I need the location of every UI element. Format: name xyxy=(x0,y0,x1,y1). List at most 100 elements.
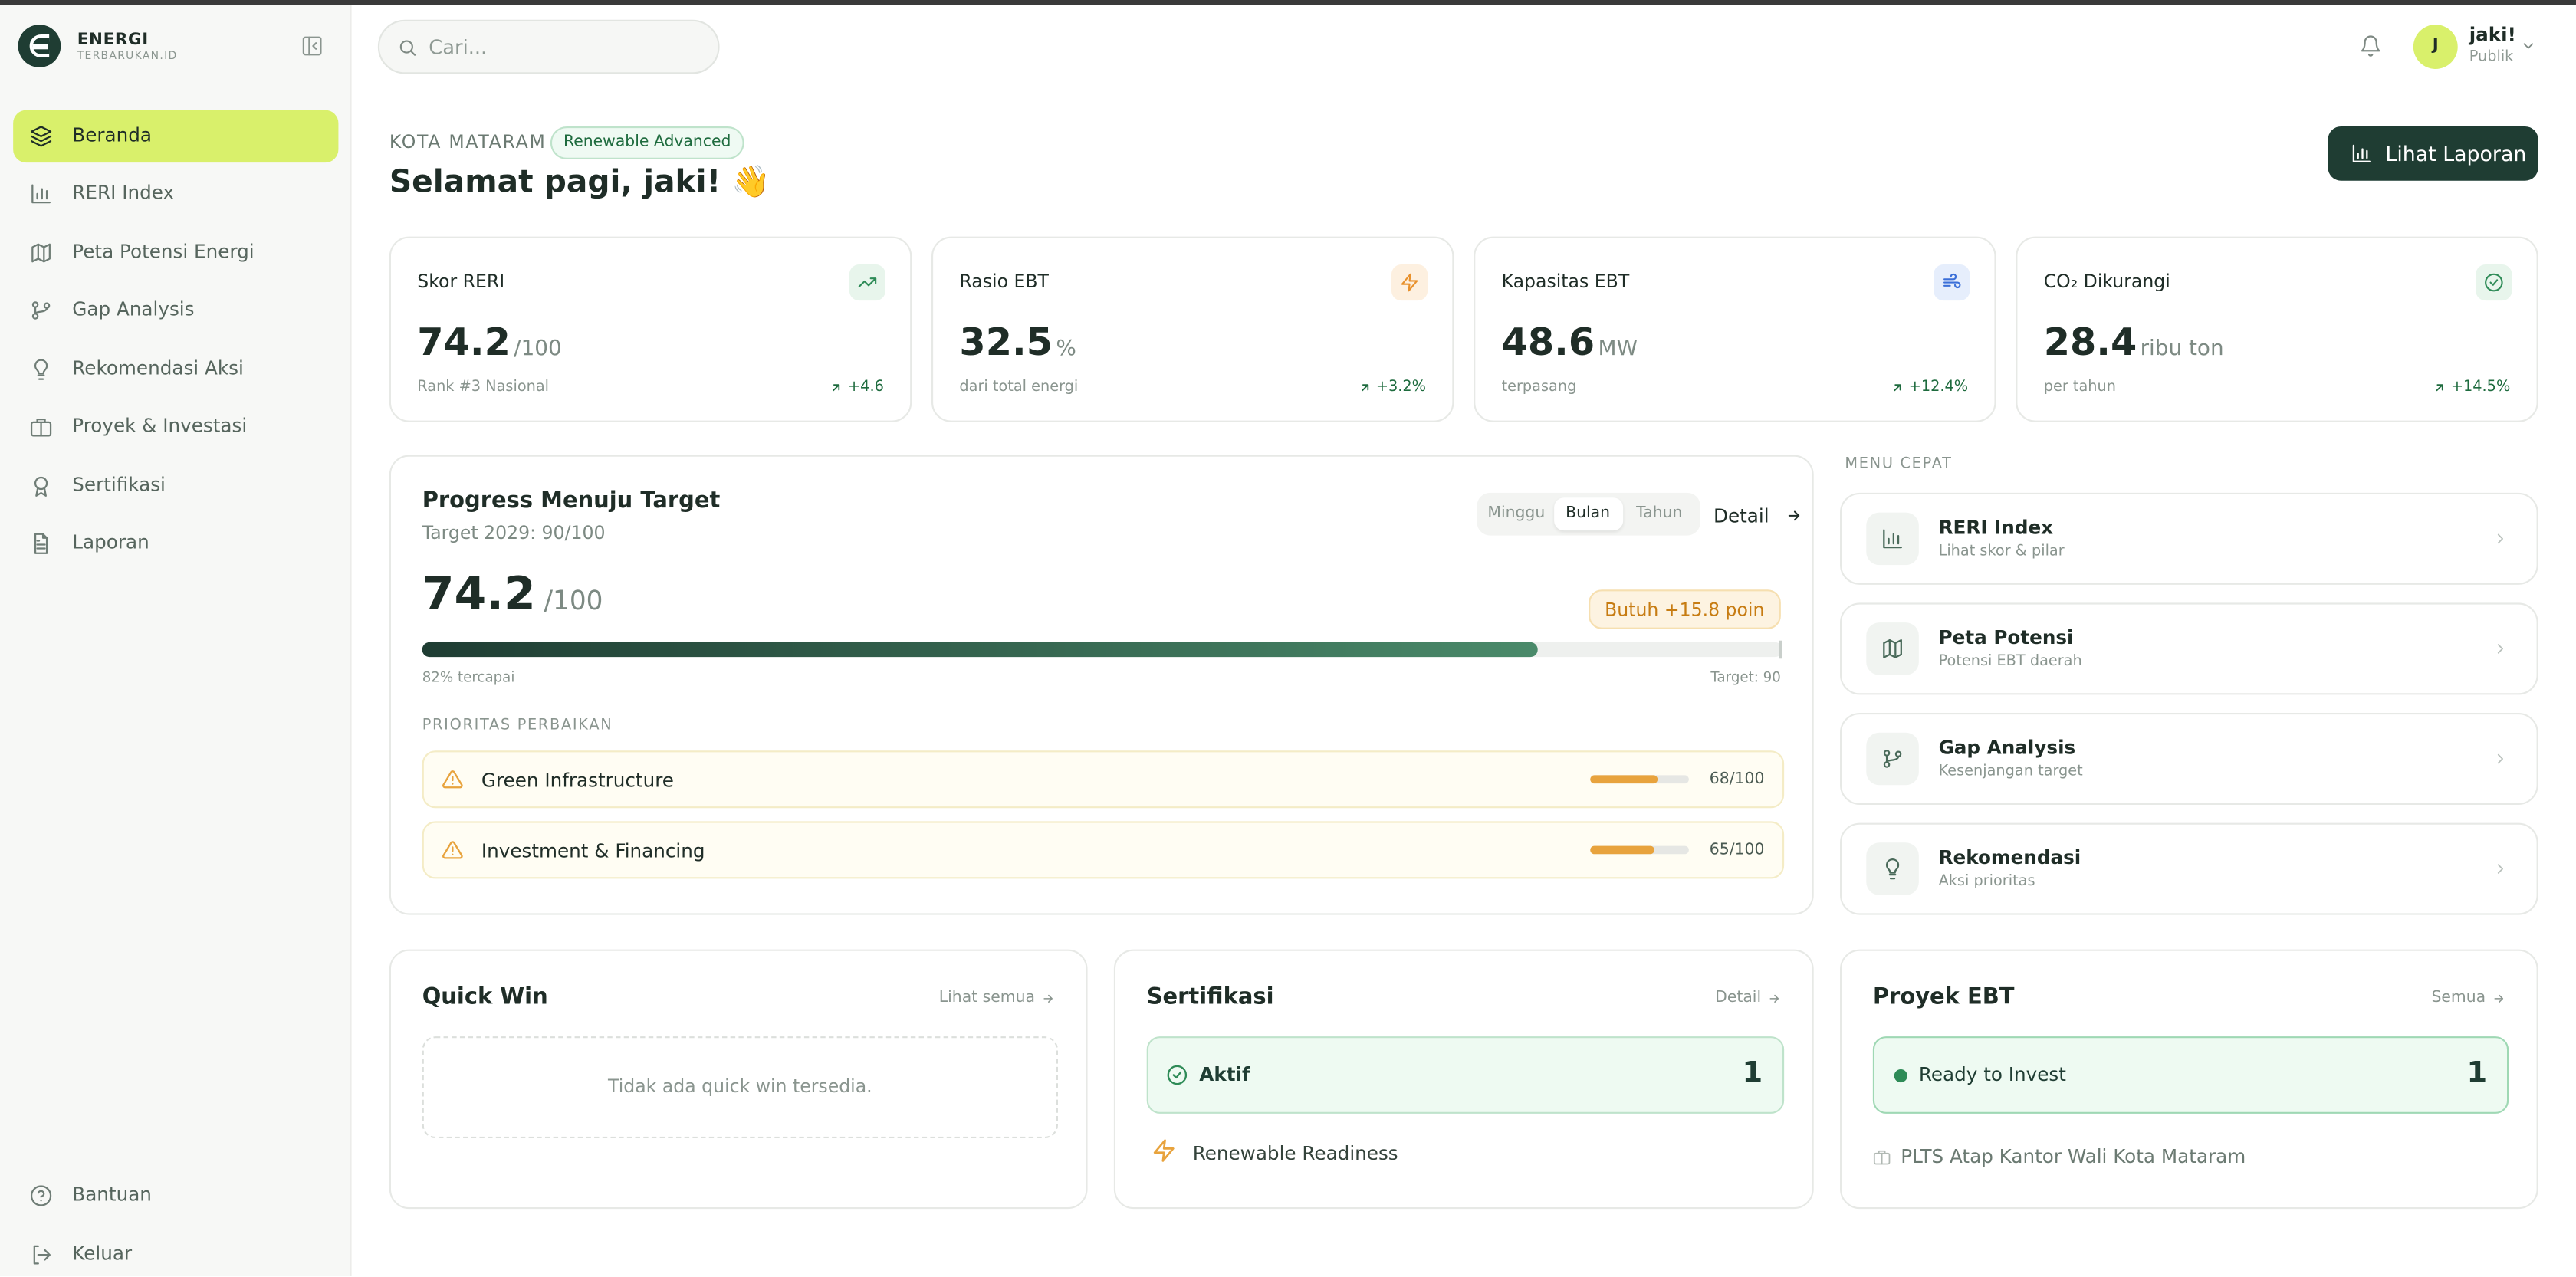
stat-icon xyxy=(1392,264,1428,301)
quick-menu-icon xyxy=(1866,512,1919,566)
nav-label: Beranda xyxy=(72,123,152,146)
stat-note: terpasang xyxy=(1501,379,1577,396)
stat-number: 48.6 xyxy=(1501,322,1595,365)
icon-part xyxy=(36,533,48,550)
sidebar: ENERGI TERBARUKAN.ID Beranda RERI Index Peta… xyxy=(0,5,352,1276)
cert-item: Renewable Readiness xyxy=(1192,1141,1398,1165)
icon-upright xyxy=(2436,384,2443,392)
nav-label: Rekomendasi Aksi xyxy=(72,356,244,379)
icon-part xyxy=(442,770,463,789)
card-link[interactable]: Semua xyxy=(2431,989,2505,1007)
icon-part xyxy=(30,1185,52,1206)
quick-menu-item[interactable]: Rekomendasi Aksi prioritas xyxy=(1840,822,2538,915)
stat-unit: % xyxy=(1056,336,1076,362)
icon-part xyxy=(1883,639,1902,658)
nav-label: Peta Potensi Energi xyxy=(72,239,255,263)
icon-part xyxy=(1888,533,1900,545)
stat-note: per tahun xyxy=(2043,379,2116,396)
icon-file xyxy=(34,533,48,555)
icon-part xyxy=(1888,873,1897,880)
status-dot xyxy=(1894,1069,1907,1083)
priority-score: 68/100 xyxy=(1709,770,1765,789)
icon-part xyxy=(1172,1071,1182,1079)
icon-part xyxy=(858,277,877,287)
priority-fill xyxy=(1590,845,1654,855)
tab[interactable]: Bulan xyxy=(1553,497,1623,531)
icon-part xyxy=(1167,1065,1188,1085)
nav-item[interactable]: Proyek & Investasi xyxy=(13,401,338,454)
icon-bars xyxy=(1883,529,1902,549)
avatar[interactable]: J xyxy=(2413,25,2458,69)
icon-part xyxy=(1885,858,1900,874)
user-name: jaki! xyxy=(2469,23,2516,46)
stat-icon xyxy=(1934,264,1970,301)
nav-footer-item[interactable]: Keluar xyxy=(13,1228,338,1276)
nav-item[interactable]: Rekomendasi Aksi xyxy=(13,343,338,396)
report-button[interactable]: Lihat Laporan xyxy=(2328,126,2538,181)
icon-brief xyxy=(30,419,52,438)
tab[interactable]: Tahun xyxy=(1636,504,1683,523)
stat-card: Skor RERI 74.2/100 Rank #3 Nasional +4.6 xyxy=(389,236,912,422)
quick-menu-icon xyxy=(1866,622,1919,675)
icon-chevr xyxy=(2497,864,2503,874)
search-placeholder: Cari... xyxy=(429,36,488,60)
report-button-label: Lihat Laporan xyxy=(2385,141,2527,166)
summary-card: Sertifikasi Detail Aktif 1 Renewable Readine… xyxy=(1113,949,1814,1210)
detail-link[interactable]: Detail xyxy=(1714,504,1800,527)
progress-subtitle: Target 2029: 90/100 xyxy=(422,522,606,544)
stat-value: 28.4 ribu ton xyxy=(2044,322,2224,365)
achieved-label: 82% tercapai xyxy=(422,670,515,687)
icon-part xyxy=(1944,273,1961,289)
quick-menu-item[interactable]: Peta Potensi Potensi EBT daerah xyxy=(1840,602,2538,695)
nav-item[interactable]: Peta Potensi Energi xyxy=(13,226,338,279)
icon-part xyxy=(308,36,317,56)
stat-card: CO₂ Dikurangi 28.4 ribu ton per tahun +14.5% xyxy=(2016,236,2538,422)
card-link[interactable]: Lihat semua xyxy=(939,989,1055,1007)
nav-item[interactable]: Laporan xyxy=(13,517,338,570)
progress-title: Progress Menuju Target xyxy=(422,487,721,514)
brand-tagline: TERBARUKAN.ID xyxy=(77,49,178,63)
priority-item[interactable]: Investment & Financing 65/100 xyxy=(422,821,1785,879)
icon-part xyxy=(2497,753,2503,764)
tab[interactable]: Minggu xyxy=(1487,504,1546,523)
summary-card: Proyek EBT Semua Ready to Invest 1 PLTS Atap… xyxy=(1840,949,2538,1210)
quick-menu-title: MENU CEPAT xyxy=(1845,456,1953,474)
icon-bell xyxy=(2361,35,2380,57)
stat-unit: MW xyxy=(1598,336,1638,362)
quick-menu-icon xyxy=(1866,842,1919,895)
stat-title: Kapasitas EBT xyxy=(1501,271,1630,293)
icon-part xyxy=(34,359,48,374)
status-label: Aktif xyxy=(1199,1062,1250,1086)
nav-item[interactable]: Sertifikasi xyxy=(13,459,338,512)
icon-upright xyxy=(833,384,840,392)
icon-part xyxy=(1769,994,1779,1003)
stat-title: CO₂ Dikurangi xyxy=(2043,271,2170,293)
quick-menu-sub: Potensi EBT daerah xyxy=(1938,653,2082,671)
icon-part xyxy=(833,384,840,392)
stat-delta: +4.6 xyxy=(830,379,884,396)
progress-track xyxy=(422,640,1783,659)
quick-menu-sub: Lihat skor & pilar xyxy=(1938,543,2065,560)
icon-part xyxy=(37,1190,45,1202)
icon-part xyxy=(31,185,51,205)
card-link[interactable]: Detail xyxy=(1715,989,1781,1007)
search-box[interactable]: Cari... xyxy=(377,19,720,74)
nav-item[interactable]: Gap Analysis xyxy=(13,284,338,337)
icon-part xyxy=(36,189,48,201)
nav-label: Keluar xyxy=(72,1240,133,1264)
icon-logout xyxy=(33,1244,51,1264)
quick-menu-item[interactable]: RERI Index Lihat skor & pilar xyxy=(1840,492,2538,585)
quick-menu-item[interactable]: Gap Analysis Kesenjangan target xyxy=(1840,713,2538,805)
status-count: 1 xyxy=(2466,1055,2488,1091)
quick-menu-label: Gap Analysis xyxy=(1938,736,2076,759)
nav-label: Gap Analysis xyxy=(72,297,195,321)
priority-item[interactable]: Green Infrastructure 68/100 xyxy=(422,750,1785,809)
card-title: Proyek EBT xyxy=(1872,983,2015,1010)
stat-value: 32.5% xyxy=(959,322,1076,365)
icon-part xyxy=(2357,148,2368,159)
stat-title: Skor RERI xyxy=(417,271,505,293)
nav-item[interactable]: Beranda xyxy=(13,110,339,163)
nav-footer-item[interactable]: Bantuan xyxy=(13,1170,338,1223)
nav-item[interactable]: RERI Index xyxy=(13,169,338,222)
